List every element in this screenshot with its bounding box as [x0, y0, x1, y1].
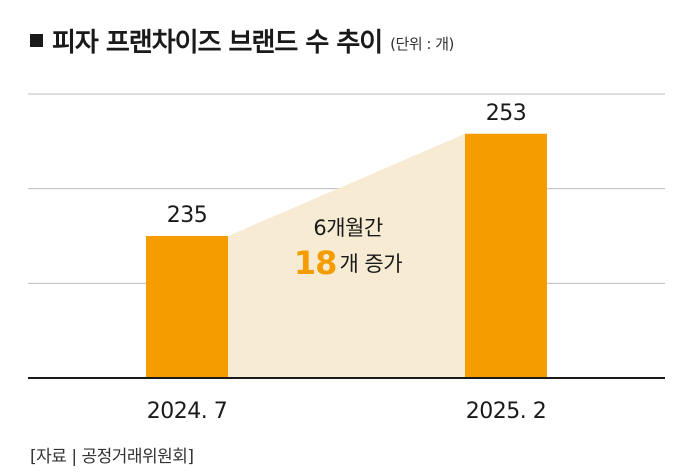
annotation-period: 6개월간: [313, 216, 383, 240]
annotation-change: 18 개 증가: [230, 244, 466, 282]
bar-value-label: 253: [486, 101, 527, 126]
square-bullet-icon: [30, 33, 43, 47]
change-connector-band: [228, 133, 465, 378]
unit-label: (단위 : 개): [390, 34, 454, 53]
bar-2: [465, 133, 547, 378]
source-note: [자료 | 공정거래위원회]: [30, 447, 194, 467]
annotation-change-text: 개 증가: [339, 252, 403, 276]
bar-value-label: 235: [167, 203, 208, 228]
x-tick-label: 2024. 7: [147, 399, 227, 424]
annotation-highlight-number: 18: [293, 244, 338, 282]
chart-title-row: 피자 프랜차이즈 브랜드 수 추이 (단위 : 개): [30, 18, 454, 62]
x-tick-label: 2025. 2: [466, 399, 546, 424]
bar-1: [146, 236, 228, 378]
chart-title: 피자 프랜차이즈 브랜드 수 추이: [52, 27, 383, 58]
